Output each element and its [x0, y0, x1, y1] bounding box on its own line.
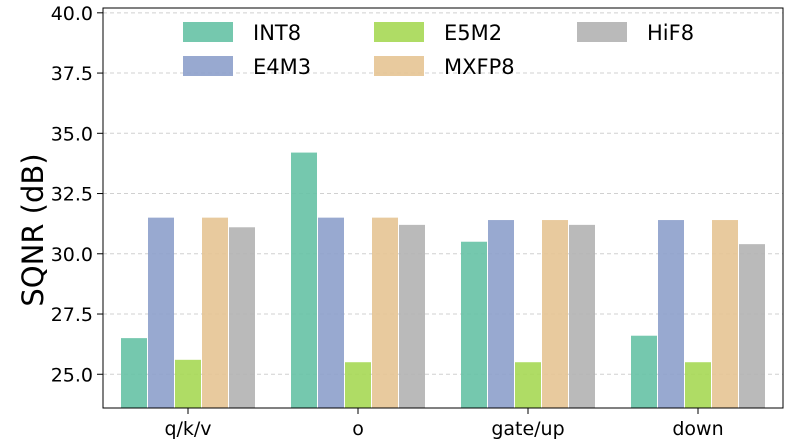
bar-mxfp8-q-k-v	[202, 217, 228, 408]
y-tick-label: 40.0	[51, 3, 93, 25]
y-axis-ticks: 25.0 27.5 30.0 32.5 35.0 37.5 40.0	[51, 3, 103, 386]
bar-e4m3-q-k-v	[148, 217, 174, 408]
bar-e4m3-o	[318, 217, 344, 408]
bars	[121, 152, 765, 408]
legend-label-mxfp8: MXFP8	[444, 55, 515, 79]
y-tick-label: 25.0	[51, 364, 93, 386]
legend-swatch-e4m3	[183, 56, 233, 76]
axes	[102, 7, 784, 409]
bar-e5m2-gate-up	[515, 362, 541, 408]
legend-label-e5m2: E5M2	[444, 21, 502, 45]
bar-int8-o	[291, 152, 317, 408]
x-tick-label: gate/up	[491, 418, 564, 440]
plot-frame	[102, 7, 784, 409]
legend-swatch-e5m2	[374, 22, 424, 42]
y-tick-label: 32.5	[51, 184, 93, 206]
legend: INT8 E5M2 HiF8 E4M3 MXFP8	[183, 21, 694, 79]
legend-swatch-int8	[183, 22, 233, 42]
legend-swatch-mxfp8	[374, 56, 424, 76]
y-tick-label: 35.0	[51, 123, 93, 145]
bar-hif8-down	[739, 244, 765, 408]
y-tick-label: 30.0	[51, 244, 93, 266]
bar-e5m2-down	[685, 362, 711, 408]
y-tick-label: 37.5	[51, 63, 93, 85]
x-tick-label: o	[352, 418, 364, 440]
bar-hif8-gate-up	[569, 224, 595, 408]
x-axis-ticks: q/k/v o gate/up down	[164, 408, 724, 440]
bar-e4m3-gate-up	[488, 220, 514, 408]
y-tick-label: 27.5	[51, 304, 93, 326]
bar-mxfp8-o	[372, 217, 398, 408]
bar-hif8-o	[399, 224, 425, 408]
bar-int8-gate-up	[461, 241, 487, 408]
legend-label-int8: INT8	[253, 21, 301, 45]
bar-int8-q-k-v	[121, 338, 147, 408]
legend-label-hif8: HiF8	[647, 21, 694, 45]
bar-e4m3-down	[658, 220, 684, 408]
x-tick-label: q/k/v	[164, 418, 211, 440]
y-axis-label: SQNR (dB)	[16, 153, 50, 306]
bar-mxfp8-gate-up	[542, 220, 568, 408]
bar-hif8-q-k-v	[229, 227, 255, 408]
bar-int8-down	[631, 335, 657, 408]
x-tick-label: down	[672, 418, 723, 440]
bar-mxfp8-down	[712, 220, 738, 408]
legend-label-e4m3: E4M3	[253, 55, 311, 79]
legend-swatch-hif8	[577, 22, 627, 42]
bar-e5m2-q-k-v	[175, 359, 201, 408]
bar-e5m2-o	[345, 362, 371, 408]
